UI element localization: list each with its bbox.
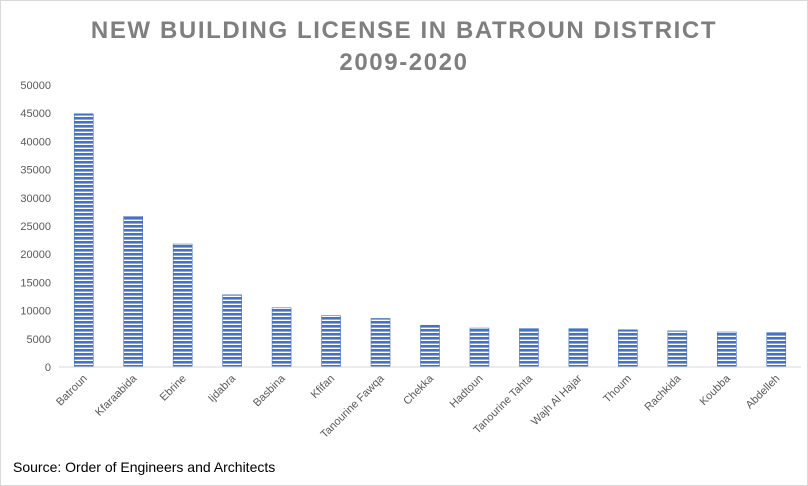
bar-ebrine — [172, 243, 193, 368]
x-tick-label: Thoum — [601, 373, 634, 406]
bar-batroun — [73, 113, 94, 368]
bar-thoum — [618, 329, 638, 368]
y-tick-label: 40000 — [20, 136, 51, 148]
y-tick-label: 50000 — [20, 80, 51, 92]
x-tick-label: Kfaraabida — [93, 372, 140, 419]
y-tick-label: 15000 — [20, 277, 51, 289]
bar-koubba — [716, 331, 737, 368]
y-tick-label: 20000 — [20, 249, 51, 261]
x-tick-label: Rachkida — [643, 372, 685, 414]
y-tick-label: 30000 — [20, 193, 51, 205]
x-tick-label: Chekka — [401, 372, 436, 407]
bar-basbina — [271, 307, 292, 368]
bar-abdelleh — [766, 332, 787, 368]
y-tick-label: 35000 — [20, 165, 51, 177]
bars — [73, 113, 787, 368]
x-tick-label: Ebrine — [158, 373, 189, 404]
x-tick-label: Hadtoun — [448, 373, 486, 411]
y-axis-ticks: 0 5000 10000 15000 20000 25000 30000 35000 40000… — [20, 80, 51, 374]
bar-kfaraabida — [123, 216, 143, 368]
bar-tanourine-fawqa — [370, 318, 391, 368]
bar-chekka — [420, 324, 440, 368]
x-tick-label: Ijdabra — [206, 372, 239, 405]
y-tick-label: 25000 — [20, 221, 51, 233]
y-tick-label: 10000 — [20, 306, 51, 318]
x-tick-label: Basbina — [251, 372, 288, 409]
x-tick-label: Abdelleh — [744, 373, 783, 412]
bar-ijdabra — [222, 294, 242, 368]
bar-tanourine-tahta — [519, 328, 539, 368]
x-axis-labels: Batroun Kfaraabida Ebrine Ijdabra Basbina Kfi… — [54, 372, 782, 441]
x-tick-label: Kfifan — [309, 373, 337, 401]
source-note: Source: Order of Engineers and Architect… — [13, 459, 276, 475]
chart-title-line-1: NEW BUILDING LICENSE IN BATROUN DISTRICT — [90, 17, 718, 44]
y-tick-label: 0 — [45, 362, 51, 374]
y-tick-label: 5000 — [27, 334, 51, 346]
bar-kfifan — [321, 315, 341, 368]
y-tick-label: 45000 — [20, 108, 51, 120]
x-tick-label: Wajh Al Hajar — [529, 372, 585, 428]
bar-hadtoun — [469, 327, 490, 368]
x-tick-label: Koubba — [698, 372, 734, 408]
bar-wajh-al-hajar — [568, 328, 589, 368]
chart-title-line-2: 2009-2020 — [339, 49, 469, 76]
x-tick-label: Batroun — [54, 373, 90, 409]
bar-rachkida — [667, 330, 688, 368]
